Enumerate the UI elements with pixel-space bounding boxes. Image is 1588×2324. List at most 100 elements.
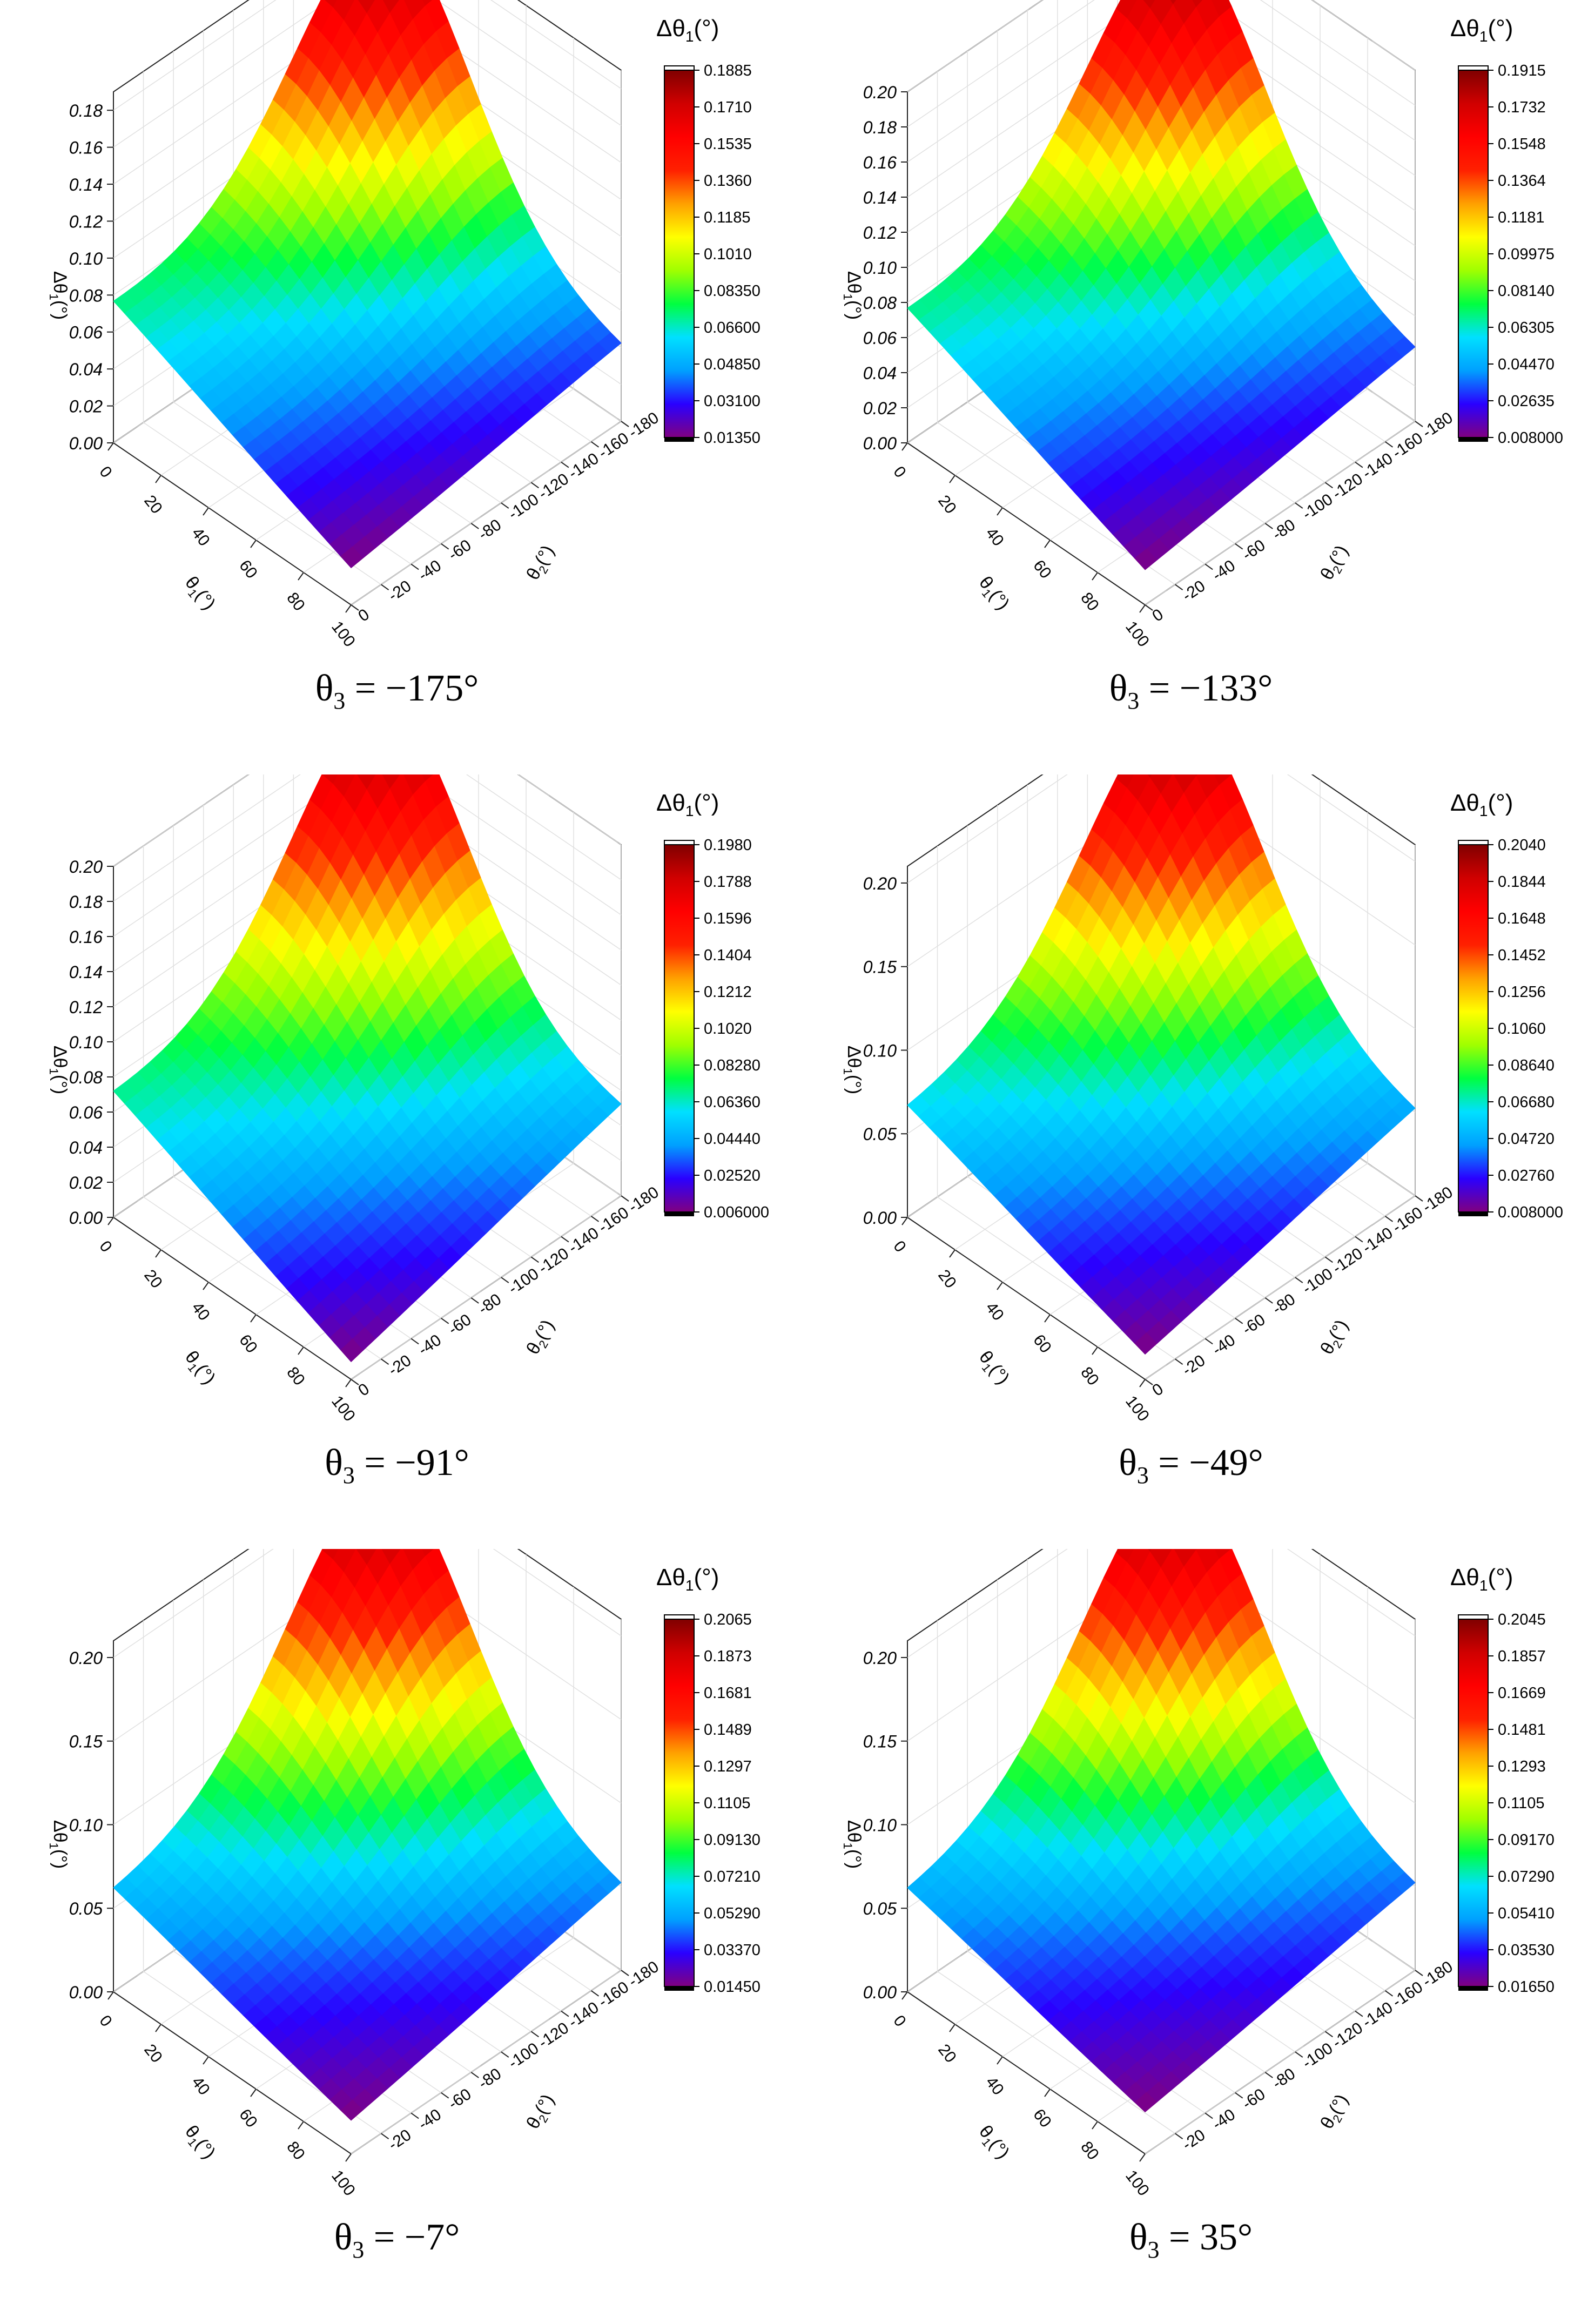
surface-facet: [1214, 1549, 1231, 1559]
z-tick-label: 0.04: [69, 360, 103, 379]
colorbar-tick-label: 0.07210: [704, 1868, 761, 1885]
surface-facet: [1170, 0, 1176, 4]
colorbar-tick-label: 0.1364: [1498, 172, 1546, 190]
colorbar-tick-label: 0.1844: [1498, 873, 1546, 891]
surface-facet: [325, 0, 337, 8]
x-tick-label: 20: [934, 2041, 960, 2066]
z-tick-label: 0.20: [69, 857, 103, 877]
z-tick-label: 0.05: [863, 1124, 897, 1144]
colorbar: [664, 844, 695, 1212]
x-tick-label: 80: [1077, 589, 1102, 615]
surface-facet: [425, 1549, 449, 1581]
y-tick-label: -80: [475, 1290, 504, 1318]
surface-facet: [1147, 774, 1152, 778]
y-axis-label: θ2(°): [522, 1316, 561, 1359]
z-axis-label: Δθ1(°): [841, 1820, 864, 1869]
z-tick-label: 0.00: [69, 1208, 103, 1228]
surface-facet: [1148, 1549, 1152, 1552]
colorbar-tick-label: 0.1980: [704, 837, 752, 854]
colorbar-tick-label: 0.01450: [704, 1978, 761, 1996]
surface-facet: [425, 774, 449, 807]
z-tick-label: 0.08: [69, 1068, 103, 1087]
colorbar-tick-label: 0.1297: [704, 1758, 752, 1775]
y-tick-label: -180: [1419, 409, 1456, 442]
z-tick-label: 0.20: [863, 874, 897, 893]
colorbar-tick-label: 0.1648: [1498, 910, 1546, 927]
z-tick-label: 0.14: [69, 962, 103, 982]
y-tick-label: -180: [1419, 1958, 1456, 1991]
surface-plot: 0.00 0.02 0.04 0.06 0.08 0.10 0.12 0.14 0.16 0.18…: [841, 0, 1563, 650]
x-tick-label: 80: [283, 2138, 308, 2164]
z-tick-label: 0.20: [69, 1648, 103, 1668]
y-tick-label: -180: [1419, 1183, 1456, 1216]
chart-panel: 0.00 0.02 0.04 0.06 0.08 0.10 0.12 0.14 0.16 0.18…: [0, 774, 794, 1549]
panel-caption: θ3 = −49°: [1119, 1442, 1263, 1488]
x-axis-label: θ1(°): [973, 572, 1013, 616]
colorbar-tick-label: 0.2045: [1498, 1611, 1546, 1628]
x-tick-label: 60: [1029, 2106, 1055, 2131]
z-axis-label: Δθ1(°): [841, 1046, 864, 1094]
y-axis-label: θ2(°): [1316, 1316, 1355, 1359]
colorbar-tick-label: 0.06600: [704, 319, 761, 336]
z-tick-label: 0.12: [69, 998, 103, 1017]
x-tick-label: 100: [1122, 2167, 1153, 2199]
surface-facet: [356, 774, 376, 790]
z-tick-label: 0.16: [863, 153, 897, 172]
z-tick-label: 0.06: [863, 328, 897, 348]
colorbar-tick-label: 0.06680: [1498, 1094, 1555, 1111]
surface-facet: [1115, 774, 1134, 788]
colorbar-tick-label: 0.01350: [704, 429, 761, 447]
z-tick-label: 0.12: [69, 212, 103, 231]
colorbar-tick-label: 0.1873: [704, 1648, 752, 1665]
y-axis-label: θ2(°): [522, 2091, 561, 2134]
z-tick-label: 0.02: [69, 397, 103, 416]
x-tick-label: 60: [1029, 1331, 1055, 1357]
surface: [907, 1549, 1416, 2113]
colorbar-tick-label: 0.008000: [1498, 1204, 1563, 1221]
surface-facet: [1149, 1549, 1172, 1568]
z-tick-label: 0.18: [863, 118, 897, 137]
surface-facet: [332, 1549, 356, 1572]
colorbar-tick-label: 0.008000: [1498, 429, 1563, 447]
colorbar-tick-label: 0.08640: [1498, 1057, 1555, 1074]
colorbar-tick-label: 0.1732: [1498, 99, 1546, 116]
y-tick-label: -80: [1269, 1290, 1298, 1318]
surface-facet: [356, 1549, 376, 1565]
y-axis-label: θ2(°): [1316, 2091, 1355, 2134]
colorbar-tick-label: 0.09975: [1498, 246, 1555, 263]
z-axis-label: Δθ1(°): [841, 271, 864, 320]
z-tick-label: 0.16: [69, 138, 103, 158]
colorbar-title: Δθ1(°): [1450, 15, 1513, 45]
colorbar-tick-label: 0.1181: [1498, 209, 1545, 226]
x-tick-label: 80: [1077, 2138, 1102, 2164]
x-tick-label: 100: [1122, 1392, 1153, 1425]
z-axis-label: Δθ1(°): [47, 271, 70, 320]
colorbar-tick-label: 0.01650: [1498, 1978, 1555, 1996]
panel-caption: θ3 = −133°: [1109, 668, 1273, 714]
surface-facet: [381, 1549, 401, 1564]
colorbar-tick-label: 0.04470: [1498, 356, 1555, 373]
z-tick-label: 0.10: [69, 1815, 103, 1835]
colorbar-tick-label: 0.04440: [704, 1130, 761, 1148]
y-tick-label: -20: [385, 2126, 414, 2154]
surface-facet: [422, 0, 433, 6]
x-tick-label: 100: [1122, 618, 1153, 650]
x-tick-label: 80: [283, 589, 308, 615]
panel-caption: θ3 = −7°: [334, 2217, 460, 2263]
surface-facet: [421, 1549, 434, 1557]
colorbar-tick-label: 0.1010: [704, 246, 752, 263]
y-tick-label: -180: [625, 1958, 662, 1991]
z-tick-label: 0.15: [69, 1732, 103, 1752]
colorbar-tick-label: 0.06305: [1498, 319, 1555, 336]
panel-caption: θ3 = −91°: [325, 1442, 469, 1488]
z-tick-label: 0.00: [69, 434, 103, 453]
chart-panel: 0.00 0.05 0.10 0.15 0.20 0 20 40 60 80 100 -20 -40 -6…: [0, 1549, 794, 2323]
colorbar-tick-label: 0.1548: [1498, 136, 1546, 153]
colorbar: [1458, 1619, 1489, 1987]
x-tick-label: 60: [235, 2106, 261, 2131]
z-axis-label: Δθ1(°): [47, 1820, 70, 1869]
panel-caption: θ3 = −175°: [315, 668, 479, 714]
colorbar-tick-label: 0.02520: [704, 1167, 761, 1184]
z-tick-label: 0.20: [863, 83, 897, 102]
surface-plot: 0.00 0.02 0.04 0.06 0.08 0.10 0.12 0.14 0.16 0.18…: [47, 774, 769, 1425]
